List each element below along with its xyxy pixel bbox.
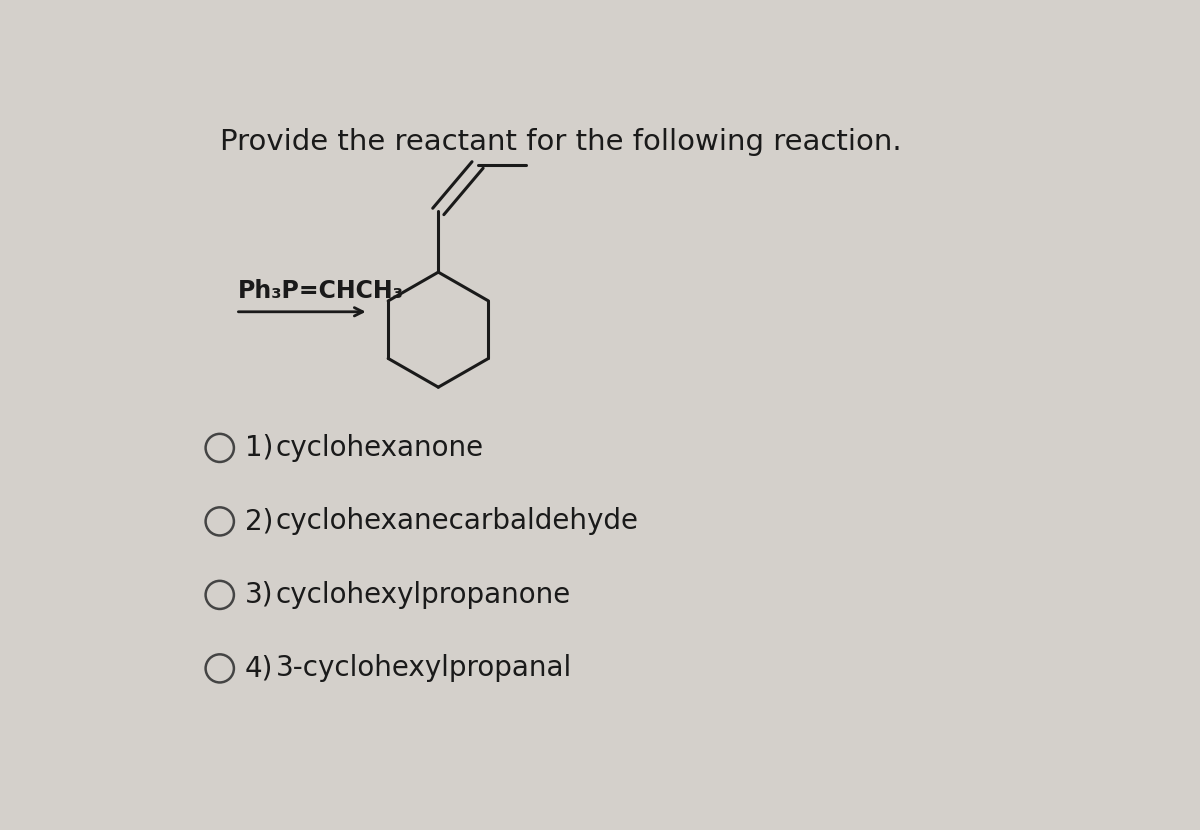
Text: Provide the reactant for the following reaction.: Provide the reactant for the following r… <box>220 129 901 156</box>
Text: cyclohexanecarbaldehyde: cyclohexanecarbaldehyde <box>276 507 638 535</box>
Text: Ph₃P=CHCH₃: Ph₃P=CHCH₃ <box>239 280 404 303</box>
Text: cyclohexylpropanone: cyclohexylpropanone <box>276 581 571 609</box>
Text: 4): 4) <box>245 654 274 682</box>
Text: 1): 1) <box>245 434 274 462</box>
Text: 3): 3) <box>245 581 274 609</box>
Text: cyclohexanone: cyclohexanone <box>276 434 484 462</box>
Text: 3-cyclohexylpropanal: 3-cyclohexylpropanal <box>276 654 572 682</box>
Text: 2): 2) <box>245 507 274 535</box>
